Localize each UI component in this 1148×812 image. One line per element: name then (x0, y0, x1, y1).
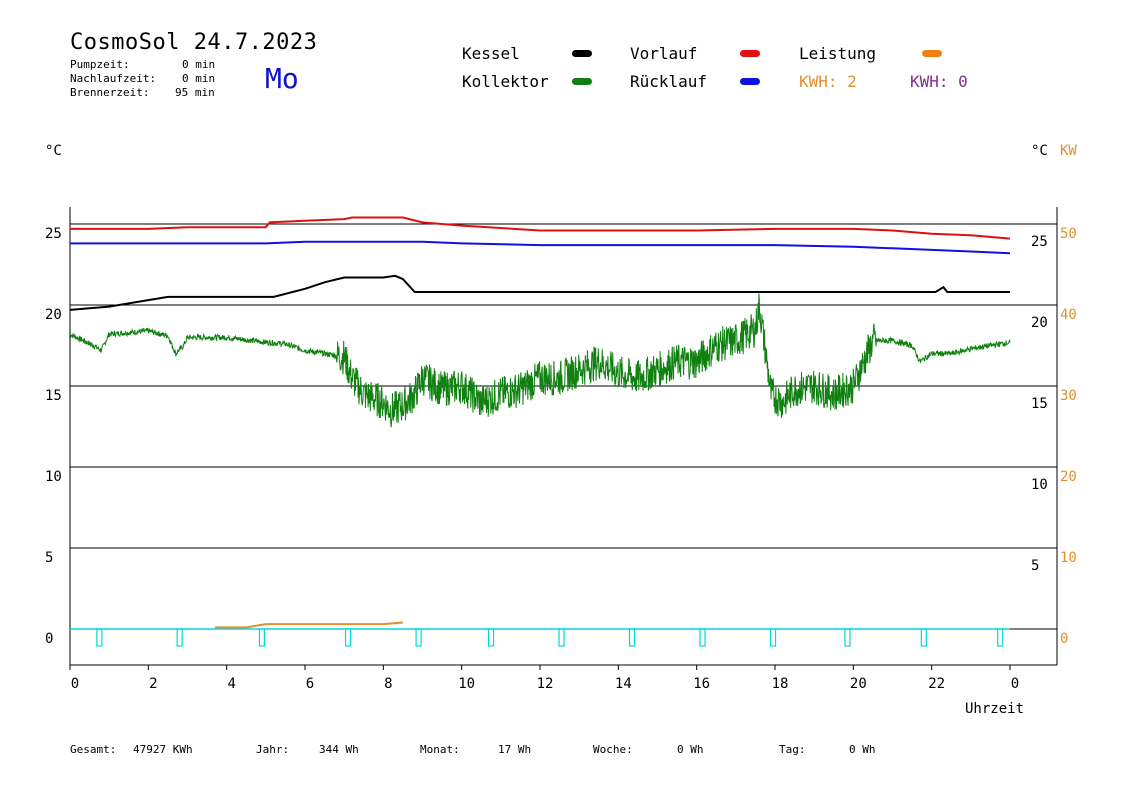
y-right-tick-label: 10 (1031, 477, 1048, 493)
legend-kessel-label: Kessel (462, 44, 520, 63)
y-right-kw-tick-label: 30 (1060, 388, 1077, 404)
y-left-tick-label: 0 (45, 631, 53, 647)
y-right-tick-label: 15 (1031, 396, 1048, 412)
x-tick-label: 4 (227, 676, 235, 692)
legend-kessel-swatch (572, 50, 592, 57)
pump-pulse (96, 628, 103, 647)
footer-woche-value: 0 Wh (677, 743, 704, 756)
footer-monat-label: Monat: (420, 743, 460, 756)
x-tick-label: 20 (850, 676, 867, 692)
footer-monat-value: 17 Wh (498, 743, 532, 756)
footer-gesamt-value: 47927 KWh (133, 743, 193, 756)
pump-pulse (176, 628, 183, 647)
series-line-leistung (214, 621, 403, 629)
footer-woche-label: Woche: (593, 743, 633, 756)
pump-pulse (344, 628, 352, 647)
x-tick-label: 14 (615, 676, 632, 692)
right-axis-unit-kw: KW (1060, 143, 1077, 159)
weekday-label: Mo (265, 62, 299, 95)
y-right-kw-tick-label: 40 (1060, 307, 1077, 323)
stat-pumpzeit-label: Pumpzeit: (70, 58, 130, 71)
y-right-kw-tick-label: 50 (1060, 226, 1077, 242)
x-tick-label: 22 (928, 676, 945, 692)
right-axis-unit: °C (1031, 143, 1048, 159)
x-tick-label: 10 (458, 676, 475, 692)
x-tick-label: 18 (772, 676, 789, 692)
legend-kwh2-label: KWH: 0 (910, 72, 968, 91)
stat-brennerzeit-value: 95 min (175, 86, 215, 99)
x-tick-label: 16 (693, 676, 710, 692)
legend-vorlauf-swatch (740, 50, 760, 57)
stat-nachlaufzeit-value: 0 min (182, 72, 216, 85)
pump-pulse (415, 628, 422, 647)
y-right-tick-label: 25 (1031, 234, 1048, 250)
y-right-kw-tick-label: 20 (1060, 469, 1077, 485)
pump-pulse (558, 628, 565, 647)
legend-leistung-swatch (922, 50, 942, 57)
pump-pulse (844, 628, 851, 647)
x-tick-label: 8 (384, 676, 392, 692)
y-left-tick-label: 25 (45, 226, 62, 242)
y-right-kw-tick-label: 0 (1060, 631, 1068, 647)
stat-nachlaufzeit-label: Nachlaufzeit: (70, 72, 157, 85)
pump-pulse (997, 628, 1004, 647)
legend-kwh1-label: KWH: 2 (799, 72, 857, 91)
legend-leistung-label: Leistung (799, 44, 877, 63)
legend-ruecklauf-swatch (740, 78, 760, 85)
footer-jahr-label: Jahr: (256, 743, 290, 756)
pump-pulse (628, 628, 636, 647)
footer-tag-value: 0 Wh (849, 743, 876, 756)
series-line-kollektor (69, 293, 1011, 428)
y-left-tick-label: 10 (45, 469, 62, 485)
series-line-ruecklauf (70, 240, 1011, 255)
series-line-kessel (69, 274, 1010, 311)
stat-pumpzeit-value: 0 min (182, 58, 216, 71)
chart-title: CosmoSol 24.7.2023 (70, 30, 318, 55)
x-axis-label: Uhrzeit (965, 701, 1025, 717)
legend-ruecklauf-label: Rücklauf (630, 72, 708, 91)
footer-tag-label: Tag: (779, 743, 806, 756)
pump-pulse (920, 628, 927, 647)
pump-pulse (769, 628, 777, 647)
x-tick-label: 0 (71, 676, 79, 692)
y-left-tick-label: 20 (45, 307, 62, 323)
legend-kollektor-label: Kollektor (462, 72, 549, 91)
footer-jahr-value: 344 Wh (319, 743, 359, 756)
left-axis-unit: °C (45, 143, 62, 159)
x-tick-label: 12 (537, 676, 554, 692)
legend-vorlauf-label: Vorlauf (630, 44, 698, 63)
series-line-vorlauf (70, 216, 1011, 240)
x-tick-label: 6 (306, 676, 314, 692)
x-tick-label: 2 (149, 676, 157, 692)
y-right-tick-label: 5 (1031, 558, 1039, 574)
legend-kollektor-swatch (572, 78, 592, 85)
y-right-kw-tick-label: 10 (1060, 550, 1077, 566)
y-left-tick-label: 15 (45, 388, 62, 404)
y-right-tick-label: 20 (1031, 315, 1048, 331)
stat-brennerzeit-label: Brennerzeit: (70, 86, 150, 99)
pump-pulse (258, 628, 266, 647)
y-left-tick-label: 5 (45, 550, 53, 566)
x-tick-label: 0 (1011, 676, 1019, 692)
pump-pulse (487, 628, 495, 647)
pump-pulse (699, 628, 706, 647)
footer-gesamt-label: Gesamt: (70, 743, 117, 756)
